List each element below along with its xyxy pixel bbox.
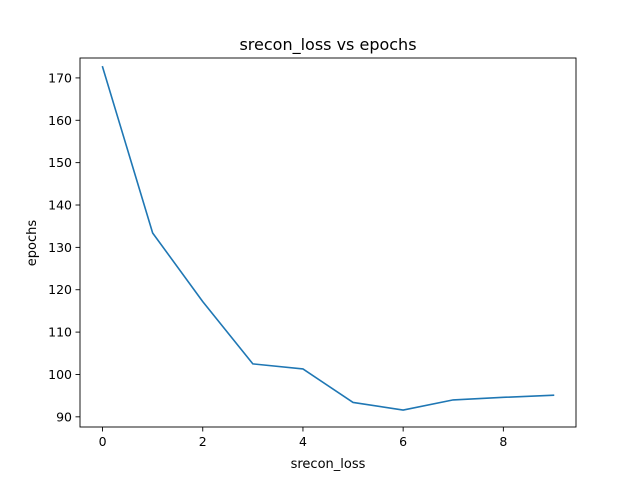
y-tick-label: 170 [48,70,72,85]
y-tick-label: 90 [56,409,72,424]
x-tick-label: 0 [99,434,107,449]
y-tick-label: 120 [48,282,72,297]
y-tick-label: 130 [48,240,72,255]
x-axis-label: srecon_loss [291,457,366,472]
chart-title: srecon_loss vs epochs [239,35,416,55]
y-tick-label: 150 [48,155,72,170]
y-tick-label: 110 [48,325,72,340]
x-tick-label: 8 [499,434,507,449]
axis-ticks: 0 2 4 6 8 90 100 110 120 130 140 150 160 170 [48,70,507,449]
y-tick-label: 100 [48,367,72,382]
y-axis-label: epochs [25,220,40,267]
axes-frame [79,57,577,428]
y-tick-label: 160 [48,113,72,128]
x-tick-label: 6 [399,434,407,449]
plot-area [79,57,577,428]
x-tick-label: 2 [199,434,207,449]
series-line-0 [101,65,555,411]
y-tick-label: 140 [48,198,72,213]
x-tick-label: 4 [299,434,307,449]
